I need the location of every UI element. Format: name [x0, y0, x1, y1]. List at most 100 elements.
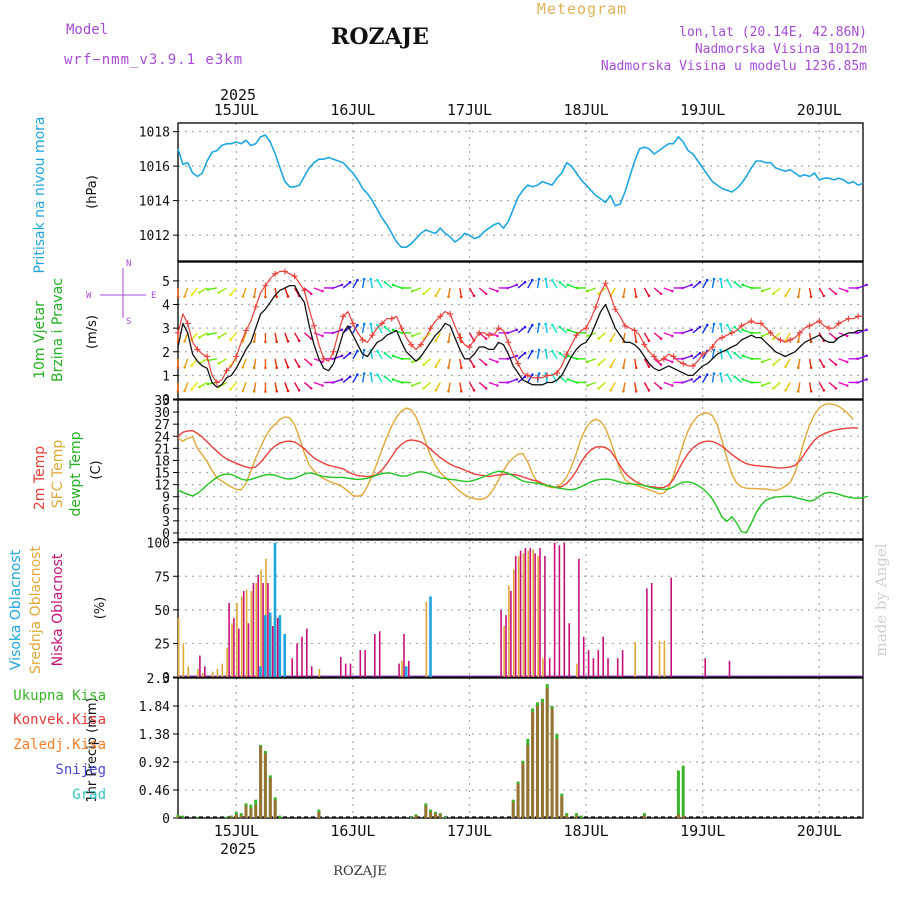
wind-arrow-head	[597, 337, 600, 340]
wind-arrow	[229, 287, 237, 296]
cloud-low-bar	[539, 548, 541, 677]
wind-arrow	[303, 332, 312, 340]
wind-arrow-head	[229, 388, 232, 391]
pressure-ytick-label: 1016	[139, 160, 170, 175]
wind-arrow	[734, 352, 742, 360]
wind-arrow-head	[797, 366, 800, 370]
wind-arrow	[838, 332, 848, 337]
wind-gust-marker	[252, 303, 259, 310]
wind-gust-marker	[670, 353, 677, 360]
wind-arrow-head	[206, 333, 210, 336]
wind-arrow-head	[376, 349, 379, 353]
temp-ytick-label: 21	[154, 442, 170, 457]
top-day-labels: 15JUL 16JUL 17JUL 18JUL 19JUL 20JUL	[214, 101, 842, 119]
precip-conv-bar	[229, 816, 233, 818]
wind-arrow-head	[671, 334, 674, 338]
wind-arrow	[551, 350, 558, 360]
wind-arrow	[468, 382, 475, 391]
wind-arrow-head	[321, 334, 324, 338]
wind-arrow-head	[537, 348, 541, 352]
wind-arrow-head	[647, 389, 651, 392]
precip-conv-bar	[176, 816, 180, 818]
cloud-high-bar	[264, 615, 267, 677]
temp-ytick-label: 30	[154, 406, 170, 421]
wind-arrow-head	[241, 389, 245, 393]
wind-arrow-head	[447, 390, 450, 393]
wind-arrow-head	[698, 375, 702, 379]
temp-2m-line	[177, 427, 859, 489]
wind-arrow	[545, 349, 548, 359]
wind-arrow	[726, 350, 733, 360]
wind-arrow-head	[551, 323, 554, 327]
cloud-low-bar	[704, 658, 706, 677]
wind-gust-marker	[573, 332, 580, 339]
cloud-ylabel-high: Visoka Oblacnost	[8, 549, 24, 670]
wind-arrow-head	[784, 365, 787, 368]
wind-arrow-head	[822, 365, 826, 368]
precip-conv-bar	[254, 804, 258, 818]
wind-arrow-head	[340, 283, 344, 287]
wind-arrow	[435, 332, 441, 342]
wind-arrow-head	[671, 360, 674, 364]
wind-arrow-head	[362, 348, 366, 352]
wind-gust-marker	[340, 313, 347, 320]
wind-gust-marker	[437, 313, 444, 320]
wind-gust-marker	[476, 329, 483, 336]
wind-arrow-head	[348, 375, 352, 379]
pressure-ytick-label: 1014	[139, 195, 170, 210]
wind-gust-marker	[845, 315, 852, 322]
wind-arrow	[567, 329, 577, 334]
precip-conv-bar	[555, 738, 559, 818]
precip-conv-bar	[565, 815, 569, 818]
wind-arrow	[653, 287, 662, 295]
wind-gust-marker	[719, 334, 726, 341]
elevation-text: Nadmorska Visina 1012m	[695, 42, 867, 57]
wind-arrow	[384, 376, 393, 384]
cloud-low-bar	[272, 626, 274, 677]
wind-arrow-head	[659, 292, 663, 296]
wind-arrow-head	[865, 378, 868, 381]
wind-arrow-head	[698, 325, 702, 329]
wind-gust-marker	[320, 355, 327, 362]
temp-sfc-line	[177, 402, 854, 501]
cloud-low-bar	[607, 658, 609, 677]
wind-arrow	[653, 381, 662, 389]
meteogram-label: Meteogram	[537, 0, 627, 18]
precip-conv-bar	[536, 706, 539, 818]
wind-arrow-head	[422, 387, 426, 390]
wind-arrow-head	[217, 291, 221, 294]
wind-arrow	[342, 281, 351, 289]
precip-total-bar	[181, 815, 185, 818]
wind-arrow-head	[472, 389, 476, 392]
wind-arrow-head	[647, 294, 651, 298]
wind-arrow-head	[609, 365, 612, 368]
wind-gust-marker	[806, 322, 813, 329]
wind-arrow-head	[733, 325, 736, 329]
wind-arrow	[726, 324, 733, 334]
wind-arrow-head	[176, 366, 180, 370]
wind-arrow-head	[523, 351, 527, 355]
wind-arrow-head	[586, 334, 589, 338]
wind-arrow-head	[772, 337, 775, 340]
top-day-label: 17JUL	[447, 101, 492, 119]
temp-ytick-label: 0	[162, 527, 170, 542]
wind-arrow-head	[496, 384, 499, 387]
wind-arrow-head	[634, 366, 638, 370]
wind-arrow	[527, 324, 533, 334]
wind-arrow-head	[198, 336, 201, 339]
wind-gust-marker	[621, 322, 628, 329]
wind-arrow-head	[496, 334, 499, 338]
wind-arrow	[527, 350, 533, 360]
cloud-ylabel-low: Niska Oblacnost	[50, 553, 66, 666]
wind-arrow-head	[690, 354, 693, 358]
wind-arrow-head	[383, 280, 387, 284]
cloud-low-bar	[291, 658, 293, 677]
wind-arrow	[692, 281, 701, 289]
wind-arrow-head	[845, 289, 849, 293]
wind-arrow-head	[523, 280, 527, 284]
wind-arrow-head	[309, 387, 313, 390]
wind-arrow	[218, 332, 227, 339]
wind-arrow	[838, 358, 848, 363]
wind-arrow-head	[321, 360, 324, 364]
wind-arrow-head	[544, 372, 547, 375]
